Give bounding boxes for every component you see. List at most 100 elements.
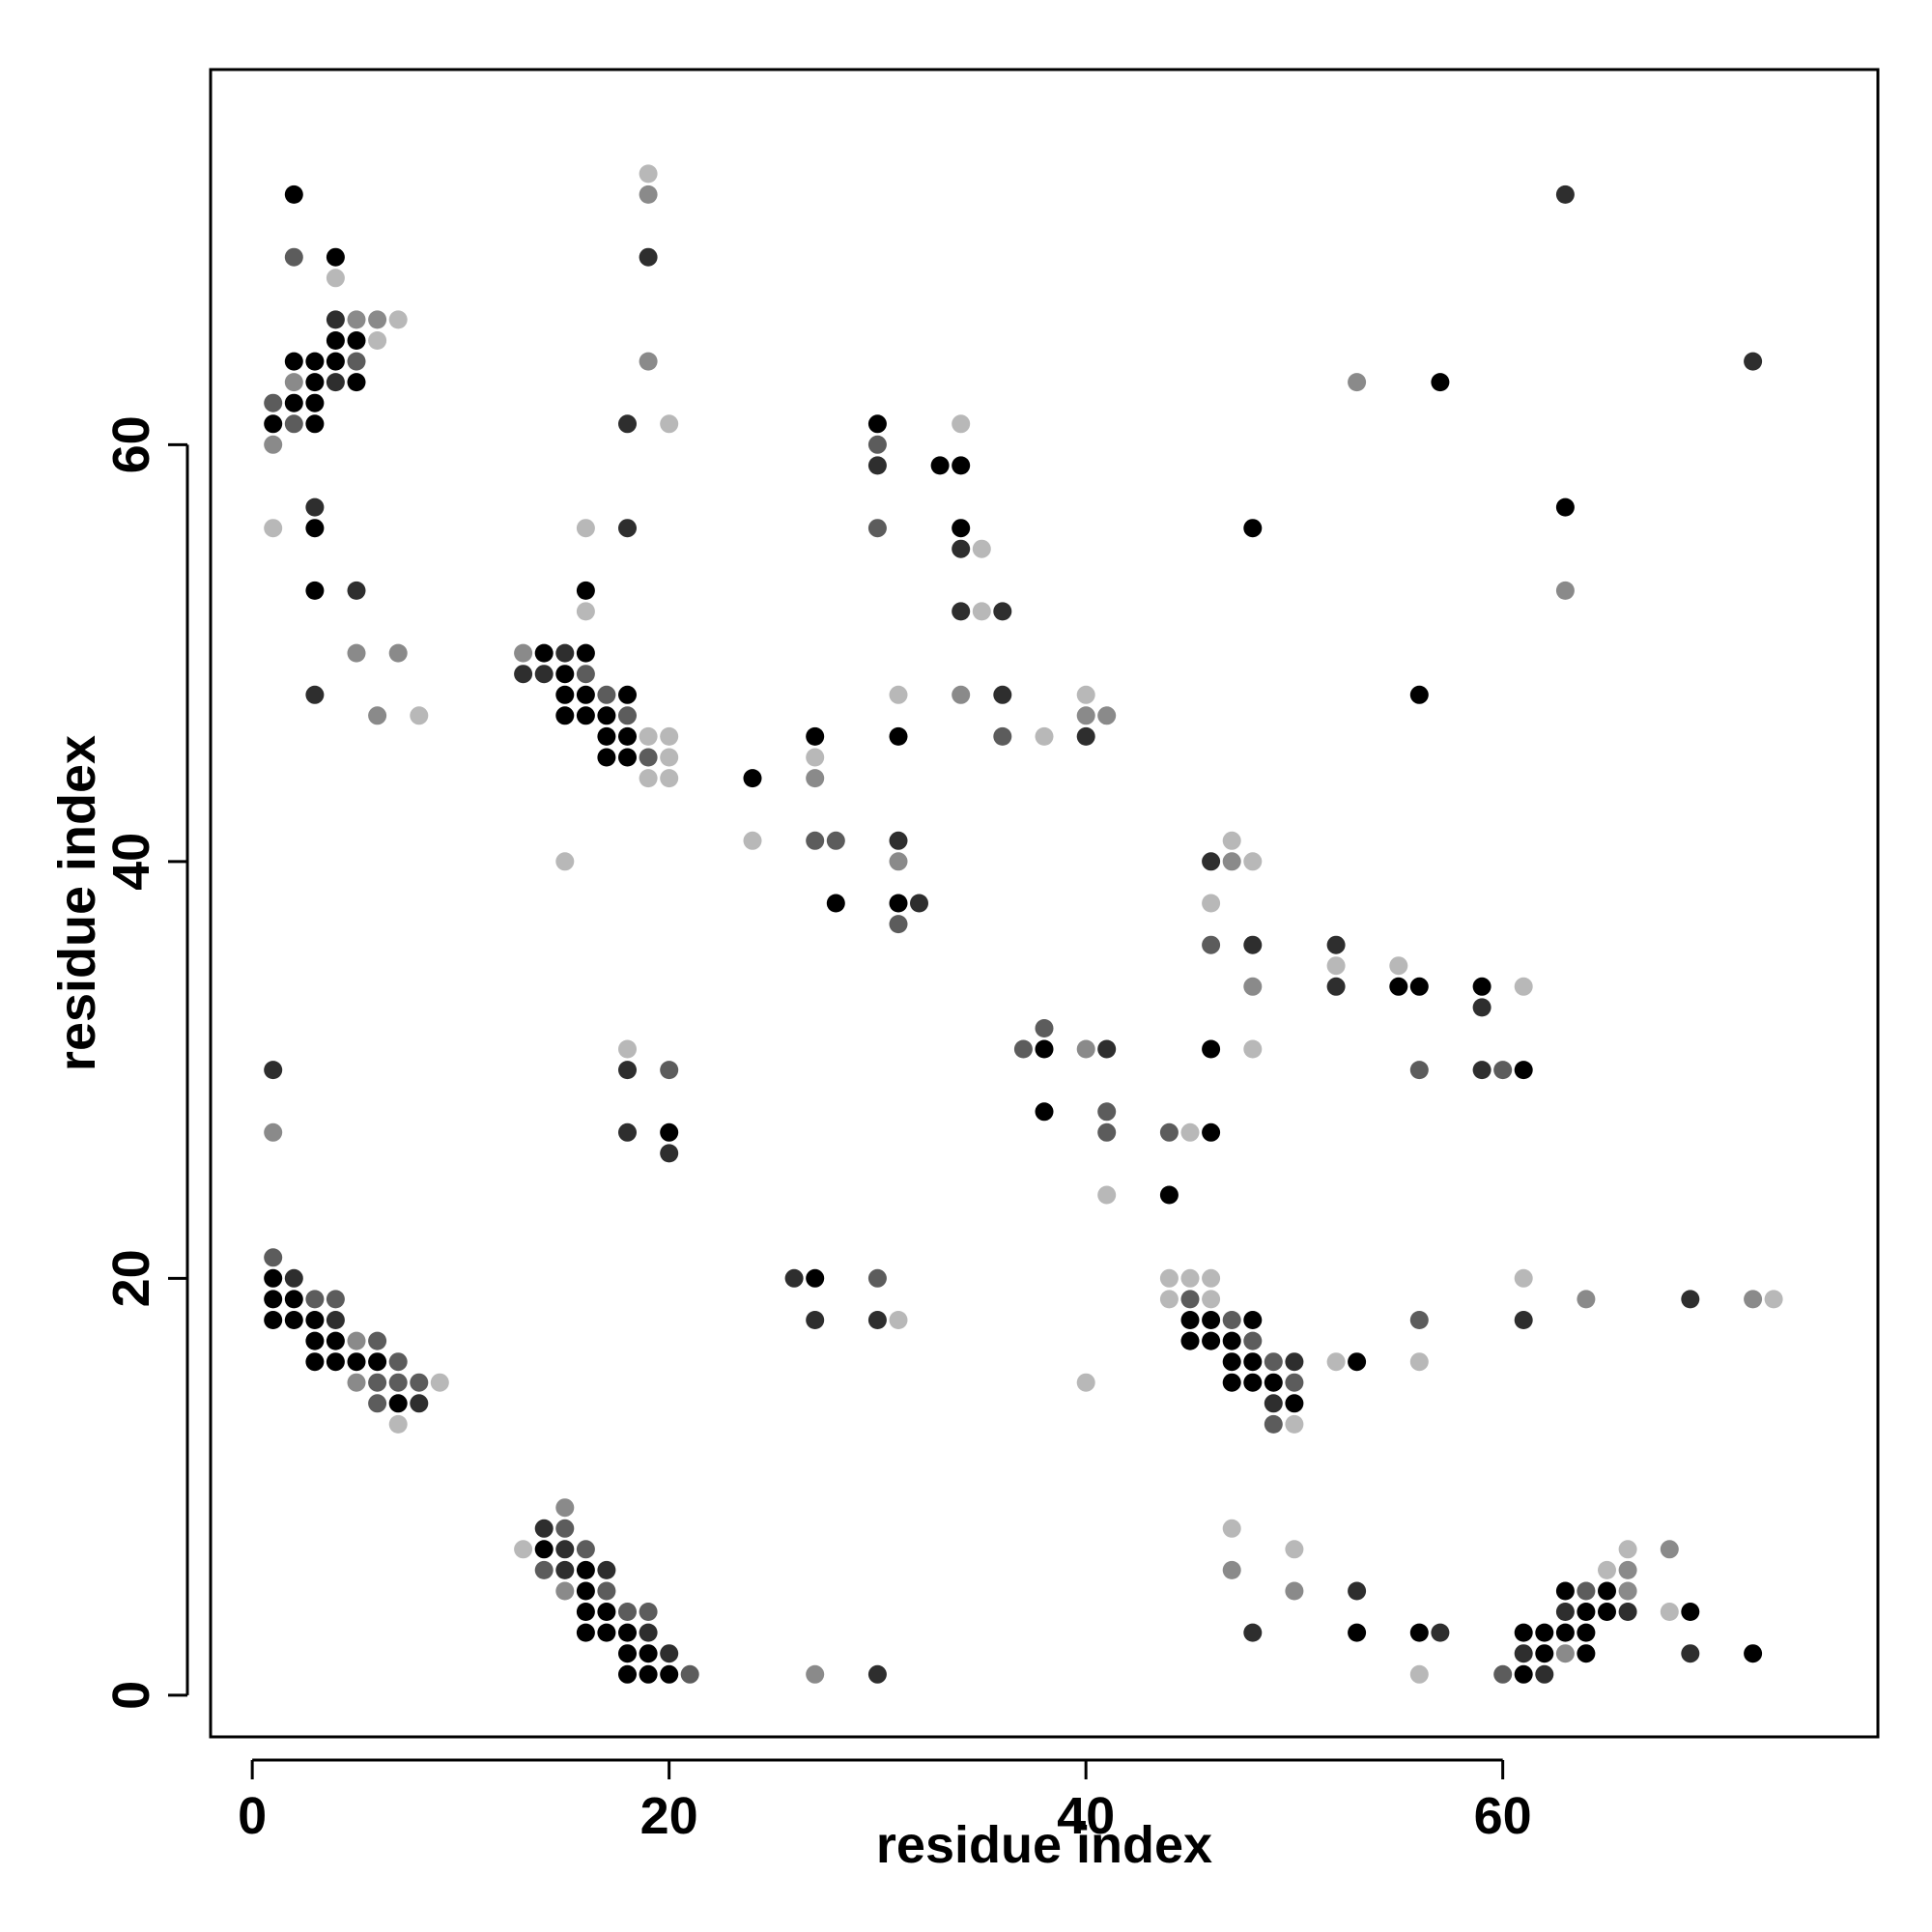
data-point: [639, 164, 658, 184]
data-point: [1348, 1352, 1367, 1372]
data-point: [326, 373, 345, 392]
data-point: [597, 1560, 616, 1579]
data-point: [1555, 1623, 1575, 1642]
data-point: [1076, 685, 1095, 704]
data-point: [639, 185, 658, 204]
data-point: [618, 414, 637, 434]
data-point: [1180, 1331, 1200, 1350]
x-tick-label: 60: [1474, 1787, 1532, 1845]
data-point: [1243, 1039, 1263, 1059]
data-point: [1243, 1623, 1263, 1642]
data-point: [305, 519, 325, 538]
data-point: [618, 1603, 637, 1621]
data-point: [347, 1352, 366, 1372]
data-point: [534, 1560, 554, 1579]
data-point: [1535, 1664, 1554, 1684]
data-point: [305, 1290, 325, 1309]
data-point: [555, 665, 575, 684]
plot-frame: [209, 68, 1880, 1739]
data-point: [639, 726, 658, 746]
data-point: [1285, 1581, 1304, 1601]
data-point: [1202, 935, 1221, 954]
data-point: [1222, 1311, 1241, 1329]
data-point: [1555, 497, 1575, 517]
data-point: [347, 331, 366, 350]
data-point: [639, 247, 658, 267]
data-point: [910, 894, 928, 913]
data-point: [867, 456, 887, 475]
data-point: [618, 1061, 637, 1080]
data-point: [1035, 1039, 1054, 1059]
data-point: [555, 1560, 575, 1579]
data-point: [826, 894, 845, 913]
data-point: [576, 706, 595, 725]
data-point: [597, 706, 616, 725]
data-point: [826, 831, 845, 850]
data-point: [264, 1311, 283, 1329]
y-tick-label: 40: [102, 833, 160, 891]
data-point: [889, 915, 908, 934]
data-point: [1097, 706, 1117, 725]
data-point: [1202, 1290, 1221, 1309]
data-point: [1409, 1623, 1429, 1642]
data-point: [555, 852, 575, 871]
data-point: [1348, 373, 1367, 392]
data-point: [284, 352, 303, 371]
data-point: [597, 1603, 616, 1621]
data-point: [1514, 1623, 1533, 1642]
data-point: [1076, 1039, 1095, 1059]
data-point: [1326, 956, 1346, 976]
data-point: [1514, 1311, 1533, 1329]
data-point: [1222, 1352, 1241, 1372]
data-point: [1555, 1581, 1575, 1601]
data-point: [555, 1498, 575, 1518]
data-point: [576, 643, 595, 663]
x-axis: 0 20 40 60: [238, 1758, 1532, 1845]
data-point: [1493, 1664, 1513, 1684]
data-point: [264, 1268, 283, 1288]
data-point: [264, 435, 283, 454]
data-point: [889, 852, 908, 871]
data-point: [1202, 1268, 1221, 1288]
data-point: [555, 706, 575, 725]
data-point: [1202, 1331, 1221, 1350]
data-point: [347, 310, 366, 329]
data-point: [743, 831, 762, 850]
points-layer: [264, 164, 1783, 1684]
data-point: [1431, 1623, 1450, 1642]
data-point: [867, 1664, 887, 1684]
data-point: [514, 665, 533, 684]
data-point: [1409, 1061, 1429, 1080]
data-point: [1577, 1623, 1596, 1642]
data-point: [555, 1519, 575, 1538]
data-point: [576, 1603, 595, 1621]
y-tick-label: 60: [102, 415, 160, 473]
data-point: [660, 414, 679, 434]
data-point: [1514, 1664, 1533, 1684]
data-point: [284, 1290, 303, 1309]
data-point: [326, 1311, 345, 1329]
data-point: [284, 1311, 303, 1329]
data-point: [1472, 977, 1492, 996]
data-point: [1744, 352, 1763, 371]
data-point: [347, 1331, 366, 1350]
data-point: [1013, 1039, 1033, 1059]
data-point: [1076, 1373, 1095, 1392]
data-point: [618, 1644, 637, 1663]
data-point: [972, 539, 991, 558]
data-point: [1326, 977, 1346, 996]
data-point: [1409, 1311, 1429, 1329]
data-point: [1660, 1540, 1679, 1559]
data-point: [867, 519, 887, 538]
data-point: [1389, 977, 1408, 996]
data-point: [1348, 1623, 1367, 1642]
data-point: [305, 393, 325, 412]
data-point: [952, 685, 971, 704]
data-point: [680, 1664, 699, 1684]
data-point: [889, 831, 908, 850]
data-point: [1326, 1352, 1346, 1372]
data-point: [618, 519, 637, 538]
data-point: [597, 726, 616, 746]
data-point: [639, 769, 658, 788]
data-point: [264, 1061, 283, 1080]
